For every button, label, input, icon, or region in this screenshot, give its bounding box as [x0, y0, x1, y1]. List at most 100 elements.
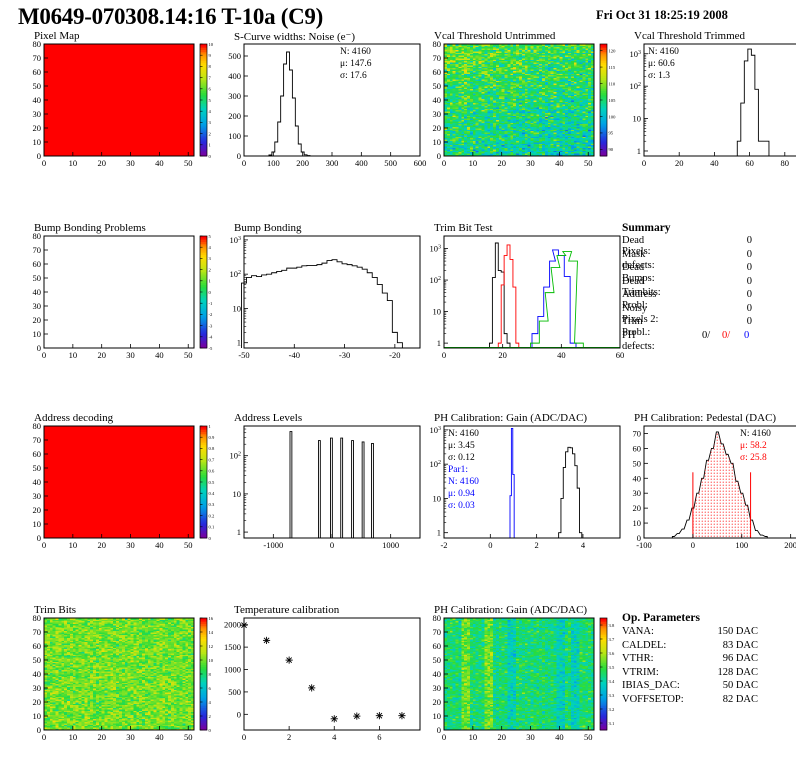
svg-text:80: 80 [433, 39, 442, 49]
svg-text:50: 50 [184, 350, 193, 360]
svg-text:0: 0 [37, 533, 41, 543]
svg-text:0.9: 0.9 [209, 435, 215, 440]
svg-text:115: 115 [609, 65, 616, 70]
svg-text:20: 20 [498, 350, 507, 360]
svg-text:10: 10 [433, 307, 442, 317]
svg-text:300: 300 [228, 91, 241, 101]
svg-text:0.4: 0.4 [209, 491, 215, 496]
chart-title: Bump Bonding [234, 222, 302, 234]
ph-gain-stats-line: Par1: [448, 465, 469, 475]
svg-text:-1: -1 [209, 301, 214, 306]
summary-value: 0/ [722, 329, 731, 341]
svg-text:0: 0 [42, 350, 46, 360]
chart-canvas-trim_bit_test: 0 20 40 60 1 10 102 103 [430, 235, 624, 360]
svg-text:20: 20 [33, 123, 42, 133]
svg-text:-40: -40 [289, 350, 300, 360]
svg-text:100: 100 [267, 158, 280, 168]
svg-text:20: 20 [97, 350, 106, 360]
svg-text:102: 102 [230, 269, 242, 279]
summary-label: Dead Pixels: [622, 235, 651, 257]
svg-text:0.6: 0.6 [209, 469, 215, 474]
chart-canvas-pixel_map: 0 10 20 30 40 50 0 10 20 30 40 50 60 70 80 0 1 2 3 4 5 6 7 8 9 10 [33, 39, 214, 168]
svg-text:40: 40 [155, 158, 164, 168]
summary-row-ph-defects: PH defects: 0/0/0 [622, 330, 749, 352]
chart-canvas-bump_problems: 0 10 20 30 40 50 0 10 20 30 40 50 60 70 80 -5 -4 -3 -2 -1 0 1… [33, 231, 214, 360]
svg-text:0: 0 [37, 343, 41, 353]
svg-text:300: 300 [326, 158, 339, 168]
svg-text:2: 2 [535, 540, 539, 550]
svg-text:8: 8 [209, 64, 212, 69]
svg-text:6: 6 [209, 87, 212, 92]
pedestal-stats-line: σ: 25.8 [740, 453, 767, 463]
svg-text:0: 0 [237, 151, 241, 161]
ph-gain-stats-line: σ: 0.12 [448, 453, 475, 463]
svg-text:40: 40 [433, 95, 442, 105]
summary-label: Noisy Pixels 2: [622, 302, 659, 325]
op-parameter-value: 82 DAC [722, 693, 758, 705]
svg-text:60: 60 [33, 449, 42, 459]
svg-text:30: 30 [126, 540, 135, 550]
chart-panel-scurve: S-Curve widths: Noise (e⁻) 0 100 200 300 400 5… [208, 30, 426, 170]
timestamp: Fri Oct 31 18:25:19 2008 [596, 8, 728, 22]
svg-text:-4: -4 [209, 335, 214, 340]
svg-text:60: 60 [33, 67, 42, 77]
svg-text:0: 0 [209, 536, 212, 541]
ph-gain-stats: N: 4160 μ: 3.45 σ: 0.12 Par1: N: 4160 μ: 0.94… [448, 428, 479, 512]
summary-label: PH defects: [622, 329, 655, 352]
vcal-trimmed-stats-line: μ: 60.6 [648, 59, 675, 69]
svg-text:20: 20 [633, 503, 642, 513]
op-parameter-label: VOFFSETOP: [622, 693, 684, 705]
summary-label: Dead Bumps: [622, 262, 655, 284]
op-parameter-row: IBIAS_DAC: 50 DAC [622, 680, 758, 694]
svg-text:-100: -100 [636, 540, 652, 550]
svg-text:60: 60 [433, 67, 442, 77]
svg-text:10: 10 [433, 137, 442, 147]
summary-value: 0 [746, 316, 752, 327]
svg-text:40: 40 [555, 158, 564, 168]
svg-text:103: 103 [430, 425, 442, 435]
summary-panel: Summary Dead Pixels: 0 Mask defects: 0 Dead … [622, 222, 752, 352]
svg-text:9: 9 [209, 53, 212, 58]
svg-text:-20: -20 [389, 350, 400, 360]
svg-text:-2: -2 [209, 312, 214, 317]
chart-canvas-ph_gain_hist: -2 0 2 4 1 10 102 103 [430, 425, 621, 550]
svg-text:70: 70 [33, 53, 42, 63]
svg-text:70: 70 [633, 428, 642, 438]
svg-text:7: 7 [209, 75, 212, 80]
op-parameter-label: VANA: [622, 626, 654, 637]
svg-text:0: 0 [330, 540, 334, 550]
svg-text:102: 102 [430, 459, 442, 469]
svg-text:50: 50 [184, 158, 193, 168]
svg-text:40: 40 [710, 158, 719, 168]
svg-text:30: 30 [633, 488, 642, 498]
svg-text:1: 1 [237, 338, 241, 348]
svg-text:500: 500 [384, 158, 397, 168]
svg-text:1000: 1000 [382, 540, 399, 550]
summary-value: 0/ [702, 329, 711, 341]
svg-text:102: 102 [430, 275, 442, 285]
svg-text:400: 400 [355, 158, 368, 168]
svg-text:0: 0 [642, 158, 646, 168]
svg-text:30: 30 [433, 109, 442, 119]
svg-text:70: 70 [33, 435, 42, 445]
svg-text:60: 60 [745, 158, 754, 168]
svg-text:90: 90 [609, 147, 614, 152]
svg-text:-50: -50 [238, 350, 249, 360]
chart-title: Trim Bit Test [434, 222, 493, 234]
pedestal-stats-line: μ: 58.2 [740, 441, 767, 451]
chart-canvas-vcal_untrimmed: 0 10 20 30 40 50 0 10 20 30 40 50 60 70 80 90 95 100 105 11… [433, 39, 617, 168]
svg-text:0: 0 [637, 533, 641, 543]
chart-canvas-vcal_trimmed: 020406080100110102103 [630, 43, 796, 168]
chart-panel-trim_bits: Trim Bits 0 10 20 30 40 50 0 10 20 30 40 50 60 70 80 0 2 4… [8, 604, 214, 744]
svg-text:-5: -5 [209, 346, 214, 351]
svg-text:50: 50 [633, 458, 642, 468]
chart-panel-vcal_trimmed: Vcal Threshold Trimmed020406080100110102… [608, 30, 796, 170]
svg-text:30: 30 [33, 109, 42, 119]
svg-text:70: 70 [33, 245, 42, 255]
chart-title: Vcal Threshold Trimmed [634, 30, 746, 42]
summary-label: Dead Trimbits: [622, 275, 661, 298]
scurve-stats: N: 4160 μ: 147.6 σ: 17.6 [340, 46, 371, 82]
chart-panel-ph_gain_map: PH Calibration: Gain (ADC/DAC) 0 10 20 30 40 5… [408, 604, 615, 744]
svg-text:20: 20 [97, 158, 106, 168]
